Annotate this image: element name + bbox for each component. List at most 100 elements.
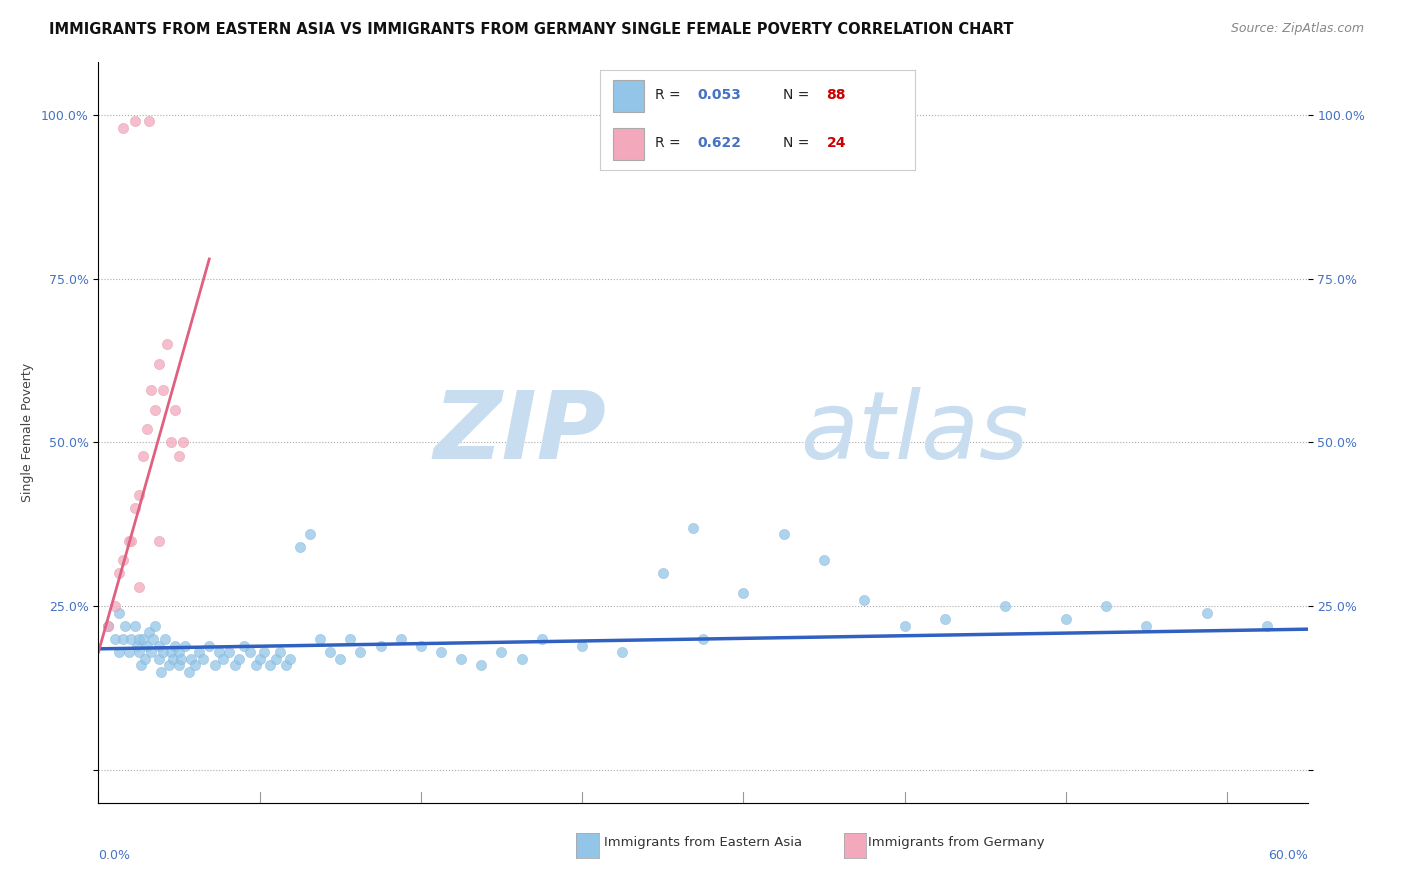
Point [772,527,794,541]
Point [103,599,125,614]
Point [163,402,186,417]
Point [249,651,271,665]
Point [107,645,129,659]
Point [934,612,956,626]
Point [510,651,533,665]
Point [180,651,202,665]
Point [118,645,141,659]
Point [124,500,146,515]
Point [299,527,322,541]
Point [571,639,593,653]
Point [174,639,197,653]
Point [138,625,160,640]
Point [339,632,361,646]
Point [120,533,142,548]
Point [143,619,166,633]
Point [167,645,190,659]
Point [389,632,412,646]
Point [309,632,332,646]
Point [160,645,183,659]
Point [1054,612,1077,626]
Point [124,114,146,128]
Point [253,645,276,659]
Point [198,639,221,653]
Point [135,422,157,436]
Point [212,651,235,665]
Point [118,533,141,548]
Text: IMMIGRANTS FROM EASTERN ASIA VS IMMIGRANTS FROM GERMANY SINGLE FEMALE POVERTY CO: IMMIGRANTS FROM EASTERN ASIA VS IMMIGRAN… [49,22,1014,37]
Point [278,651,301,665]
Point [156,337,179,351]
Point [128,632,150,646]
Point [204,658,226,673]
Point [143,402,166,417]
Text: Source: ZipAtlas.com: Source: ZipAtlas.com [1230,22,1364,36]
Point [893,619,915,633]
Point [269,645,291,659]
Point [179,665,201,679]
Point [148,651,170,665]
Point [239,645,262,659]
Point [139,383,162,397]
Point [319,645,342,659]
Point [1135,619,1157,633]
Point [193,651,215,665]
Point [152,383,174,397]
Point [370,639,392,653]
Point [148,533,170,548]
Point [994,599,1017,614]
Point [111,120,134,135]
Point [107,566,129,581]
Text: 60.0%: 60.0% [1268,848,1308,862]
Point [228,651,250,665]
Point [274,658,297,673]
Point [692,632,714,646]
Point [124,619,146,633]
Point [157,658,180,673]
Point [224,658,246,673]
Point [188,645,211,659]
Point [450,651,472,665]
Point [111,632,134,646]
Point [160,435,183,450]
Point [259,658,281,673]
Point [148,639,170,653]
Point [107,606,129,620]
Point [172,435,194,450]
Point [208,645,231,659]
Point [733,586,755,600]
Point [530,632,553,646]
Point [184,658,207,673]
Text: atlas: atlas [800,387,1028,478]
Point [1095,599,1118,614]
Text: Immigrants from Eastern Asia: Immigrants from Eastern Asia [605,837,801,849]
Point [125,639,148,653]
Point [153,632,176,646]
Point [162,651,184,665]
Point [97,619,120,633]
Point [163,639,186,653]
Point [111,553,134,567]
Point [232,639,254,653]
Point [167,658,190,673]
Point [491,645,513,659]
Point [128,580,150,594]
Point [129,658,152,673]
Point [120,632,142,646]
Point [612,645,634,659]
Y-axis label: Single Female Poverty: Single Female Poverty [21,363,34,502]
Point [128,488,150,502]
Point [138,114,160,128]
Point [135,639,157,653]
Point [264,651,287,665]
Point [1256,619,1278,633]
Point [132,449,155,463]
Point [430,645,453,659]
Point [470,658,492,673]
Point [409,639,432,653]
Point [853,592,876,607]
Point [139,645,162,659]
Text: Immigrants from Germany: Immigrants from Germany [868,837,1045,849]
Point [288,541,311,555]
Point [1195,606,1218,620]
